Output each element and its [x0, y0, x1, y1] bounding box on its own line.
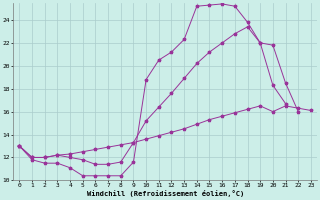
- X-axis label: Windchill (Refroidissement éolien,°C): Windchill (Refroidissement éolien,°C): [86, 190, 244, 197]
